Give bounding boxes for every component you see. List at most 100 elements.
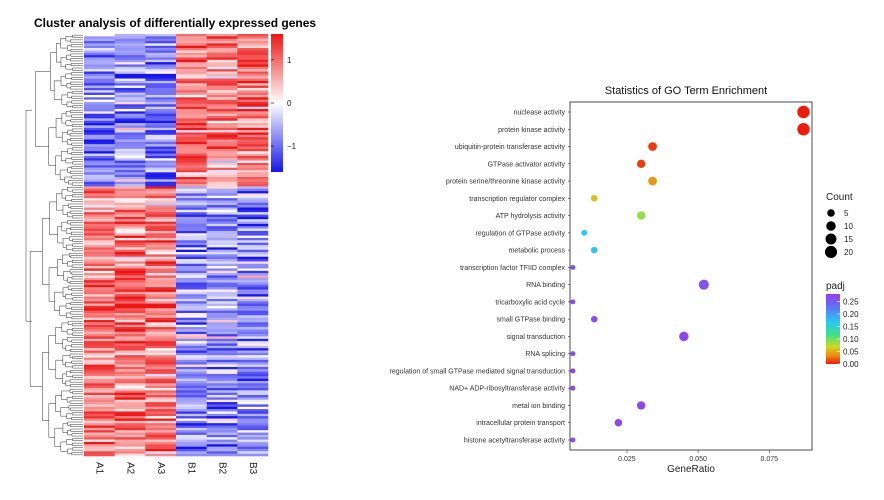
heatmap-cell bbox=[206, 219, 238, 222]
heatmap-cell bbox=[237, 167, 269, 171]
heatmap-cell bbox=[237, 294, 269, 297]
heatmap-cell bbox=[84, 167, 115, 171]
heatmap-cell bbox=[84, 355, 115, 358]
count-legend-dot bbox=[825, 233, 837, 245]
heatmap-cell bbox=[114, 132, 146, 136]
heatmap-cell bbox=[84, 362, 115, 365]
heatmap-cell bbox=[206, 277, 238, 281]
heatmap-cells bbox=[84, 34, 269, 457]
heatmap-cell bbox=[145, 336, 177, 340]
heatmap-cell bbox=[84, 155, 115, 159]
heatmap-cell bbox=[206, 52, 238, 56]
heatmap-cell bbox=[206, 125, 238, 129]
heatmap-cell bbox=[206, 202, 238, 206]
heatmap-cell bbox=[206, 432, 238, 436]
heatmap-cell bbox=[145, 388, 177, 391]
heatmap-cell bbox=[176, 439, 207, 443]
heatmap-cell bbox=[176, 123, 207, 126]
heatmap-cell bbox=[206, 280, 238, 283]
heatmap-cell bbox=[237, 308, 269, 311]
x-axis-label: GeneRatio bbox=[667, 464, 715, 475]
heatmap-cell bbox=[176, 388, 207, 391]
dendrogram-branch bbox=[71, 199, 83, 202]
heatmap-cell bbox=[145, 348, 177, 351]
heatmap-cell bbox=[206, 439, 238, 443]
heatmap-cell bbox=[84, 270, 115, 274]
heatmap-cell bbox=[176, 59, 207, 63]
heatmap-cell bbox=[176, 348, 207, 351]
heatmap-cell bbox=[176, 52, 207, 56]
heatmap-cell bbox=[206, 38, 238, 42]
heatmap-cell bbox=[114, 327, 146, 330]
heatmap-cell bbox=[206, 55, 238, 58]
heatmap-cell bbox=[237, 362, 269, 365]
heatmap-cell bbox=[114, 341, 146, 344]
heatmap-cell bbox=[206, 371, 238, 375]
heatmap-cell bbox=[84, 186, 115, 190]
colorbar-tick-label: 0 bbox=[287, 99, 292, 108]
heatmap-cell bbox=[237, 120, 269, 124]
heatmap-cell bbox=[114, 198, 146, 201]
heatmap-cell bbox=[114, 434, 146, 438]
heatmap-cell bbox=[206, 355, 238, 358]
heatmap-cell bbox=[206, 34, 238, 37]
heatmap-cell bbox=[176, 104, 207, 107]
dendrogram-branch bbox=[69, 133, 83, 137]
heatmap-cell bbox=[84, 242, 115, 246]
heatmap-cell bbox=[114, 87, 146, 91]
heatmap-cell bbox=[114, 34, 146, 37]
heatmap-cell bbox=[176, 165, 207, 168]
heatmap-cell bbox=[84, 404, 115, 408]
heatmap-cell bbox=[84, 254, 115, 258]
heatmap-cell bbox=[206, 155, 238, 159]
dendrogram-branch bbox=[71, 91, 83, 95]
heatmap-cell bbox=[84, 329, 115, 333]
dendrogram-branch bbox=[69, 252, 83, 257]
heatmap-cell bbox=[114, 235, 146, 239]
dendrogram-branch bbox=[68, 405, 83, 410]
heatmap-cell bbox=[145, 303, 177, 307]
heatmap-cell bbox=[114, 55, 146, 58]
heatmap-cell bbox=[114, 270, 146, 274]
heatmap-cell bbox=[237, 388, 269, 391]
heatmap-cell bbox=[237, 437, 269, 440]
heatmap-cell bbox=[237, 38, 269, 42]
column-label: A3 bbox=[155, 462, 166, 475]
heatmap-cell bbox=[237, 270, 269, 274]
heatmap-cell bbox=[145, 371, 177, 375]
heatmap-cell bbox=[206, 235, 238, 239]
heatmap-cell bbox=[206, 230, 238, 234]
enrichment-dot bbox=[570, 385, 576, 391]
dendrogram-branch bbox=[69, 222, 83, 226]
dendrogram-branch bbox=[71, 327, 83, 331]
heatmap-cell bbox=[206, 64, 238, 68]
heatmap-cell bbox=[237, 329, 269, 333]
enrichment-dot bbox=[648, 142, 657, 151]
heatmap-cell bbox=[237, 366, 269, 370]
heatmap-cell bbox=[237, 193, 269, 197]
heatmap-cell bbox=[114, 125, 146, 129]
heatmap-cell bbox=[237, 43, 269, 47]
heatmap-cell bbox=[145, 425, 177, 429]
dendrogram-branch bbox=[72, 238, 83, 242]
heatmap-cell bbox=[114, 383, 146, 386]
dendrogram-branch bbox=[70, 81, 83, 85]
heatmap-cell bbox=[145, 137, 177, 140]
heatmap-cell bbox=[114, 388, 146, 391]
heatmap-cell bbox=[237, 52, 269, 56]
heatmap-cell bbox=[237, 139, 269, 143]
heatmap-cell bbox=[114, 427, 146, 431]
heatmap-cell bbox=[237, 127, 269, 131]
enrichment-dot bbox=[797, 105, 810, 119]
dendrogram-branch bbox=[71, 128, 83, 132]
heatmap-cell bbox=[176, 371, 207, 375]
heatmap-cell bbox=[114, 177, 146, 180]
heatmap-cell bbox=[114, 101, 146, 105]
heatmap-cell bbox=[206, 434, 238, 438]
heatmap-cell bbox=[145, 420, 177, 424]
dotplot-panel: Statistics of GO Term Enrichment nucleas… bbox=[390, 85, 860, 475]
heatmap-cell bbox=[84, 181, 115, 185]
heatmap-cell bbox=[84, 448, 115, 452]
heatmap-cell bbox=[176, 212, 207, 215]
heatmap-cell bbox=[176, 420, 207, 424]
